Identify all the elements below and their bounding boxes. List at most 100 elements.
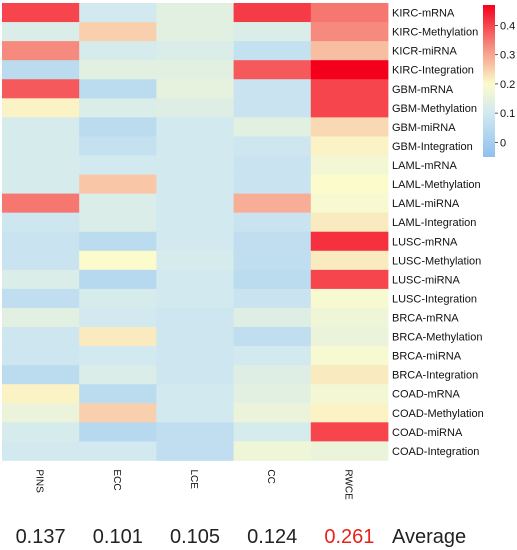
heatmap-cell [233,3,312,23]
heatmap-cell [79,117,157,137]
heatmap-cell [2,441,80,461]
column-labels: PINS ECC LCE CC RWCE [34,469,354,500]
average-label: Average [392,526,466,548]
average-value: 0.101 [93,526,143,548]
heatmap-cell [79,136,157,156]
heatmap-cell [310,117,389,137]
heatmap-cell [79,307,157,328]
heatmap-cell [156,250,234,271]
heatmap-cell [79,288,157,309]
heatmap-cell [156,117,234,137]
heatmap-cell [2,269,80,290]
row-label: COAD-miRNA [392,427,463,439]
row-label: KICR-miRNA [392,46,457,58]
heatmap-cell [310,174,389,194]
heatmap-cell [79,441,157,461]
heatmap-cell [233,98,312,118]
heatmap-cell [79,250,157,271]
heatmap-cell [79,155,157,175]
heatmap-cell [310,288,389,309]
heatmap-cell [233,307,312,328]
heatmap-cell [310,41,389,61]
average-value: 0.105 [170,526,220,548]
heatmap-cell [2,422,80,442]
heatmap-cell [2,327,80,347]
heatmap-cell [233,193,312,214]
heatmap-cell [310,136,389,156]
row-label: GBM-miRNA [392,122,456,134]
heatmap-cell [156,98,234,118]
heatmap-cell [2,79,80,99]
heatmap-cell [233,365,312,385]
average-value: 0.124 [247,526,297,548]
heatmap-cell [233,60,312,80]
row-label: BRCA-miRNA [392,351,462,363]
heatmap-cell [156,193,234,214]
heatmap-cell [233,231,312,252]
heatmap-cell [2,250,80,271]
heatmap-cell [233,117,312,137]
heatmap-cell [310,79,389,99]
heatmap-cell [79,212,157,233]
heatmap-cell [233,346,312,366]
heatmap-cell [156,384,234,404]
heatmap-cell [79,422,157,442]
heatmap-cell [156,346,234,366]
heatmap-cell [156,22,234,42]
heatmap-cell [156,288,234,309]
row-label: BRCA-Methylation [392,332,482,344]
heatmap-cell [310,231,389,252]
heatmap-cell [2,174,80,194]
legend-tick-label: 0.4 [500,20,515,32]
heatmap-cell [2,346,80,366]
row-label: KIRC-Integration [392,65,474,77]
heatmap-cell [233,403,312,423]
averages-row: 0.137 0.101 0.105 0.124 0.261 Average [16,526,467,548]
heatmap-cell [2,384,80,404]
heatmap-cell [156,327,234,347]
heatmap-cell [2,212,80,233]
heatmap-cell [79,174,157,194]
heatmap-cell [310,403,389,423]
row-label: LUSC-mRNA [392,236,458,248]
heatmap-cell [79,79,157,99]
heatmap-cell [79,22,157,42]
heatmap-cell [233,22,312,42]
heatmap-cell [156,365,234,385]
column-label: LCE [188,469,199,489]
heatmap-cell [2,288,80,309]
heatmap-cell [2,3,80,23]
column-label: ECC [111,469,122,490]
column-label: RWCE [342,469,353,500]
row-label: KIRC-mRNA [392,8,455,20]
heatmap-cell [156,422,234,442]
heatmap-cell [2,365,80,385]
heatmap-cell [233,288,312,309]
heatmap-cell [233,327,312,347]
heatmap-cell [156,307,234,328]
legend-tick-label: 0.3 [500,50,515,62]
row-label: GBM-Methylation [392,103,477,115]
heatmap-cell [79,346,157,366]
row-label: BRCA-mRNA [392,312,459,324]
heatmap-cell [310,346,389,366]
heatmap-cell [156,231,234,252]
heatmap-cell [2,41,80,61]
heatmap-cell [310,98,389,118]
average-value: 0.261 [324,526,374,548]
heatmap-cell [233,155,312,175]
heatmap-cells [2,3,389,461]
heatmap-cell [233,422,312,442]
row-label: COAD-Integration [392,446,479,458]
heatmap-cell [233,441,312,461]
heatmap-cell [156,60,234,80]
heatmap-cell [156,174,234,194]
heatmap-cell [233,79,312,99]
heatmap-cell [2,98,80,118]
column-label: CC [265,469,276,483]
row-labels: KIRC-mRNA KIRC-Methylation KICR-miRNA KIRC-… [392,8,484,458]
heatmap-cell [79,327,157,347]
average-value: 0.137 [16,526,66,548]
heatmap-cell [156,403,234,423]
